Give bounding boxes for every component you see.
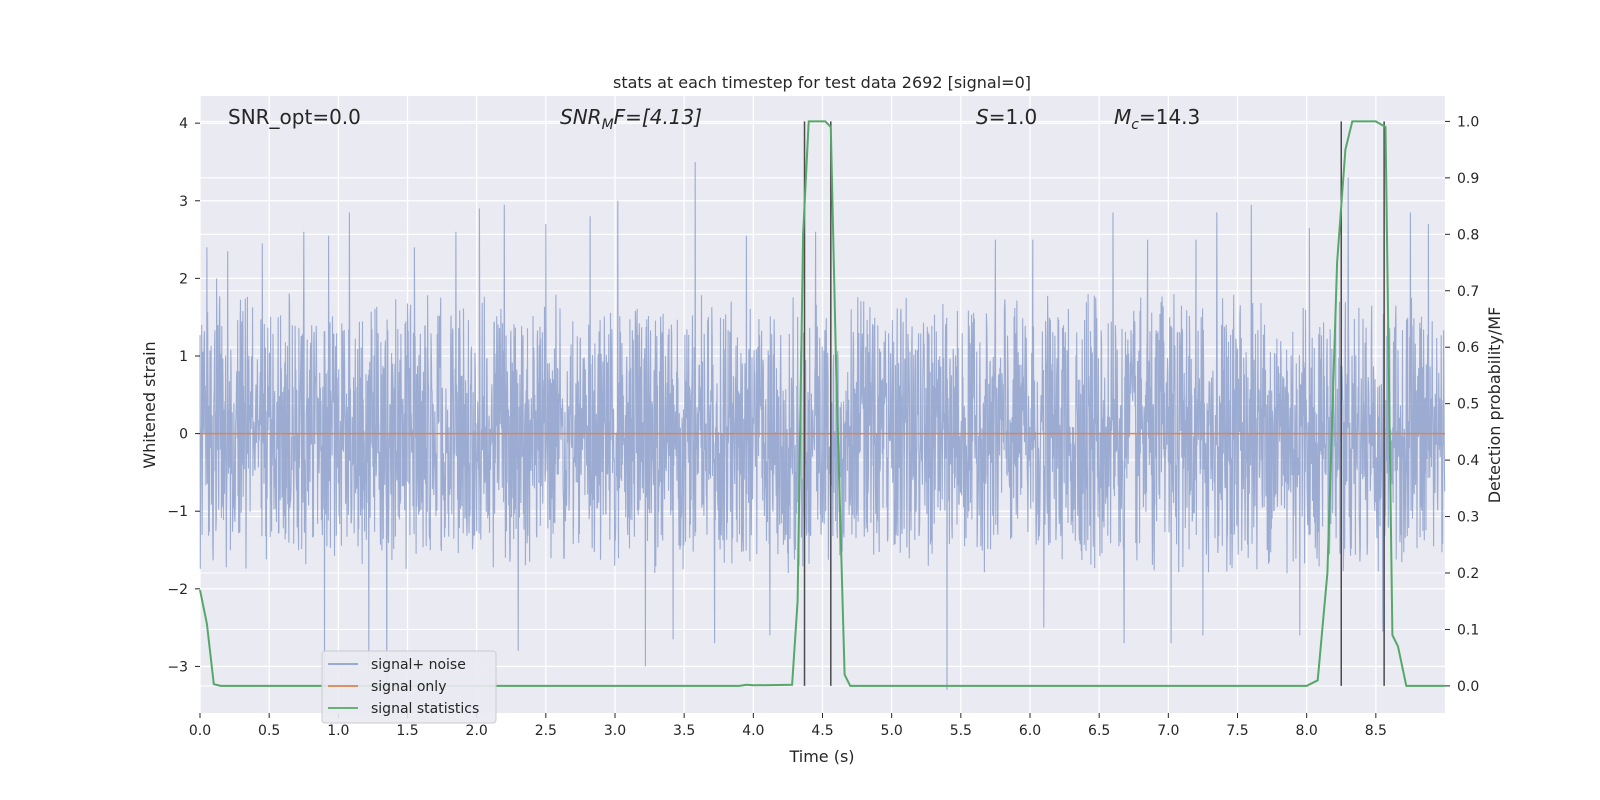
x-tick-label-2: 1.0 xyxy=(327,723,349,739)
y-tick-label-0: −3 xyxy=(167,659,188,675)
x-tick-label-10: 5.0 xyxy=(881,723,903,739)
legend-label-signal-only: signal only xyxy=(371,679,446,695)
y-tick-label-2: −1 xyxy=(167,504,188,520)
x-tick-label-11: 5.5 xyxy=(950,723,972,739)
x-tick-label-15: 7.5 xyxy=(1226,723,1248,739)
x-tick-label-5: 2.5 xyxy=(535,723,557,739)
x-tick-label-1: 0.5 xyxy=(258,723,280,739)
x-tick-label-16: 8.0 xyxy=(1296,723,1318,739)
y2-tick-label-0: 0.0 xyxy=(1457,679,1479,695)
x-tick-label-17: 8.5 xyxy=(1365,723,1387,739)
annotation-mc: Mc=14.3 xyxy=(1114,105,1200,133)
y2-tick-label-2: 0.2 xyxy=(1457,566,1479,582)
y-axis-ticks: −3 −2 −1 0 1 2 3 4 xyxy=(167,116,200,675)
signal-statistics-line xyxy=(199,120,1445,687)
signal-noise-line xyxy=(199,161,1446,690)
legend-label-signal-statistics: signal statistics xyxy=(371,701,479,717)
y2-axis-title: Detection probability/MF xyxy=(1485,307,1504,504)
signal-statistics-series xyxy=(199,120,1445,687)
x-tick-label-14: 7.0 xyxy=(1157,723,1179,739)
y-tick-label-7: 4 xyxy=(179,116,188,132)
x-tick-label-9: 4.5 xyxy=(811,723,833,739)
y-axis-title: Whitened strain xyxy=(140,341,159,468)
annotation-snr-opt: SNR_opt=0.0 xyxy=(228,105,361,129)
y2-tick-label-10: 1.0 xyxy=(1457,114,1479,130)
x-axis-title: Time (s) xyxy=(788,747,854,766)
x-tick-label-12: 6.0 xyxy=(1019,723,1041,739)
y2-tick-label-5: 0.5 xyxy=(1457,397,1479,413)
x-tick-label-6: 3.0 xyxy=(604,723,626,739)
x-tick-label-0: 0.0 xyxy=(189,723,211,739)
y-tick-label-6: 3 xyxy=(179,194,188,210)
y2-tick-label-3: 0.3 xyxy=(1457,510,1479,526)
y-tick-label-1: −2 xyxy=(167,582,188,598)
y2-tick-label-7: 0.7 xyxy=(1457,284,1479,300)
x-tick-label-4: 2.0 xyxy=(466,723,488,739)
y2-tick-label-9: 0.9 xyxy=(1457,171,1479,187)
y2-tick-label-6: 0.6 xyxy=(1457,340,1479,356)
legend: signal+ noise signal only signal statist… xyxy=(321,650,497,724)
y-tick-label-5: 2 xyxy=(179,271,188,287)
chart-title: stats at each timestep for test data 269… xyxy=(613,73,1031,92)
x-axis-ticks: 0.0 0.5 1.0 1.5 2.0 2.5 3.0 3.5 4.0 4.5 5.0 5.5 6.0 6… xyxy=(189,713,1387,739)
y2-axis-ticks: 0.0 0.1 0.2 0.3 0.4 0.5 0.6 0.7 0.8 0.9 1.0 xyxy=(1445,114,1479,695)
y2-tick-label-1: 0.1 xyxy=(1457,622,1479,638)
x-tick-label-13: 6.5 xyxy=(1088,723,1110,739)
annotation-s: S=1.0 xyxy=(976,105,1037,129)
y2-tick-label-8: 0.8 xyxy=(1457,227,1479,243)
y-tick-label-3: 0 xyxy=(179,427,188,443)
signal-noise-series xyxy=(199,161,1446,690)
y2-tick-label-4: 0.4 xyxy=(1457,453,1479,469)
y-tick-label-4: 1 xyxy=(179,349,188,365)
legend-box xyxy=(321,650,497,724)
x-tick-label-8: 4.0 xyxy=(742,723,764,739)
annotation-snr-mf: SNRMF=[4.13] xyxy=(560,105,702,133)
legend-label-signal-noise: signal+ noise xyxy=(371,657,466,673)
x-tick-label-7: 3.5 xyxy=(673,723,695,739)
x-tick-label-3: 1.5 xyxy=(396,723,418,739)
